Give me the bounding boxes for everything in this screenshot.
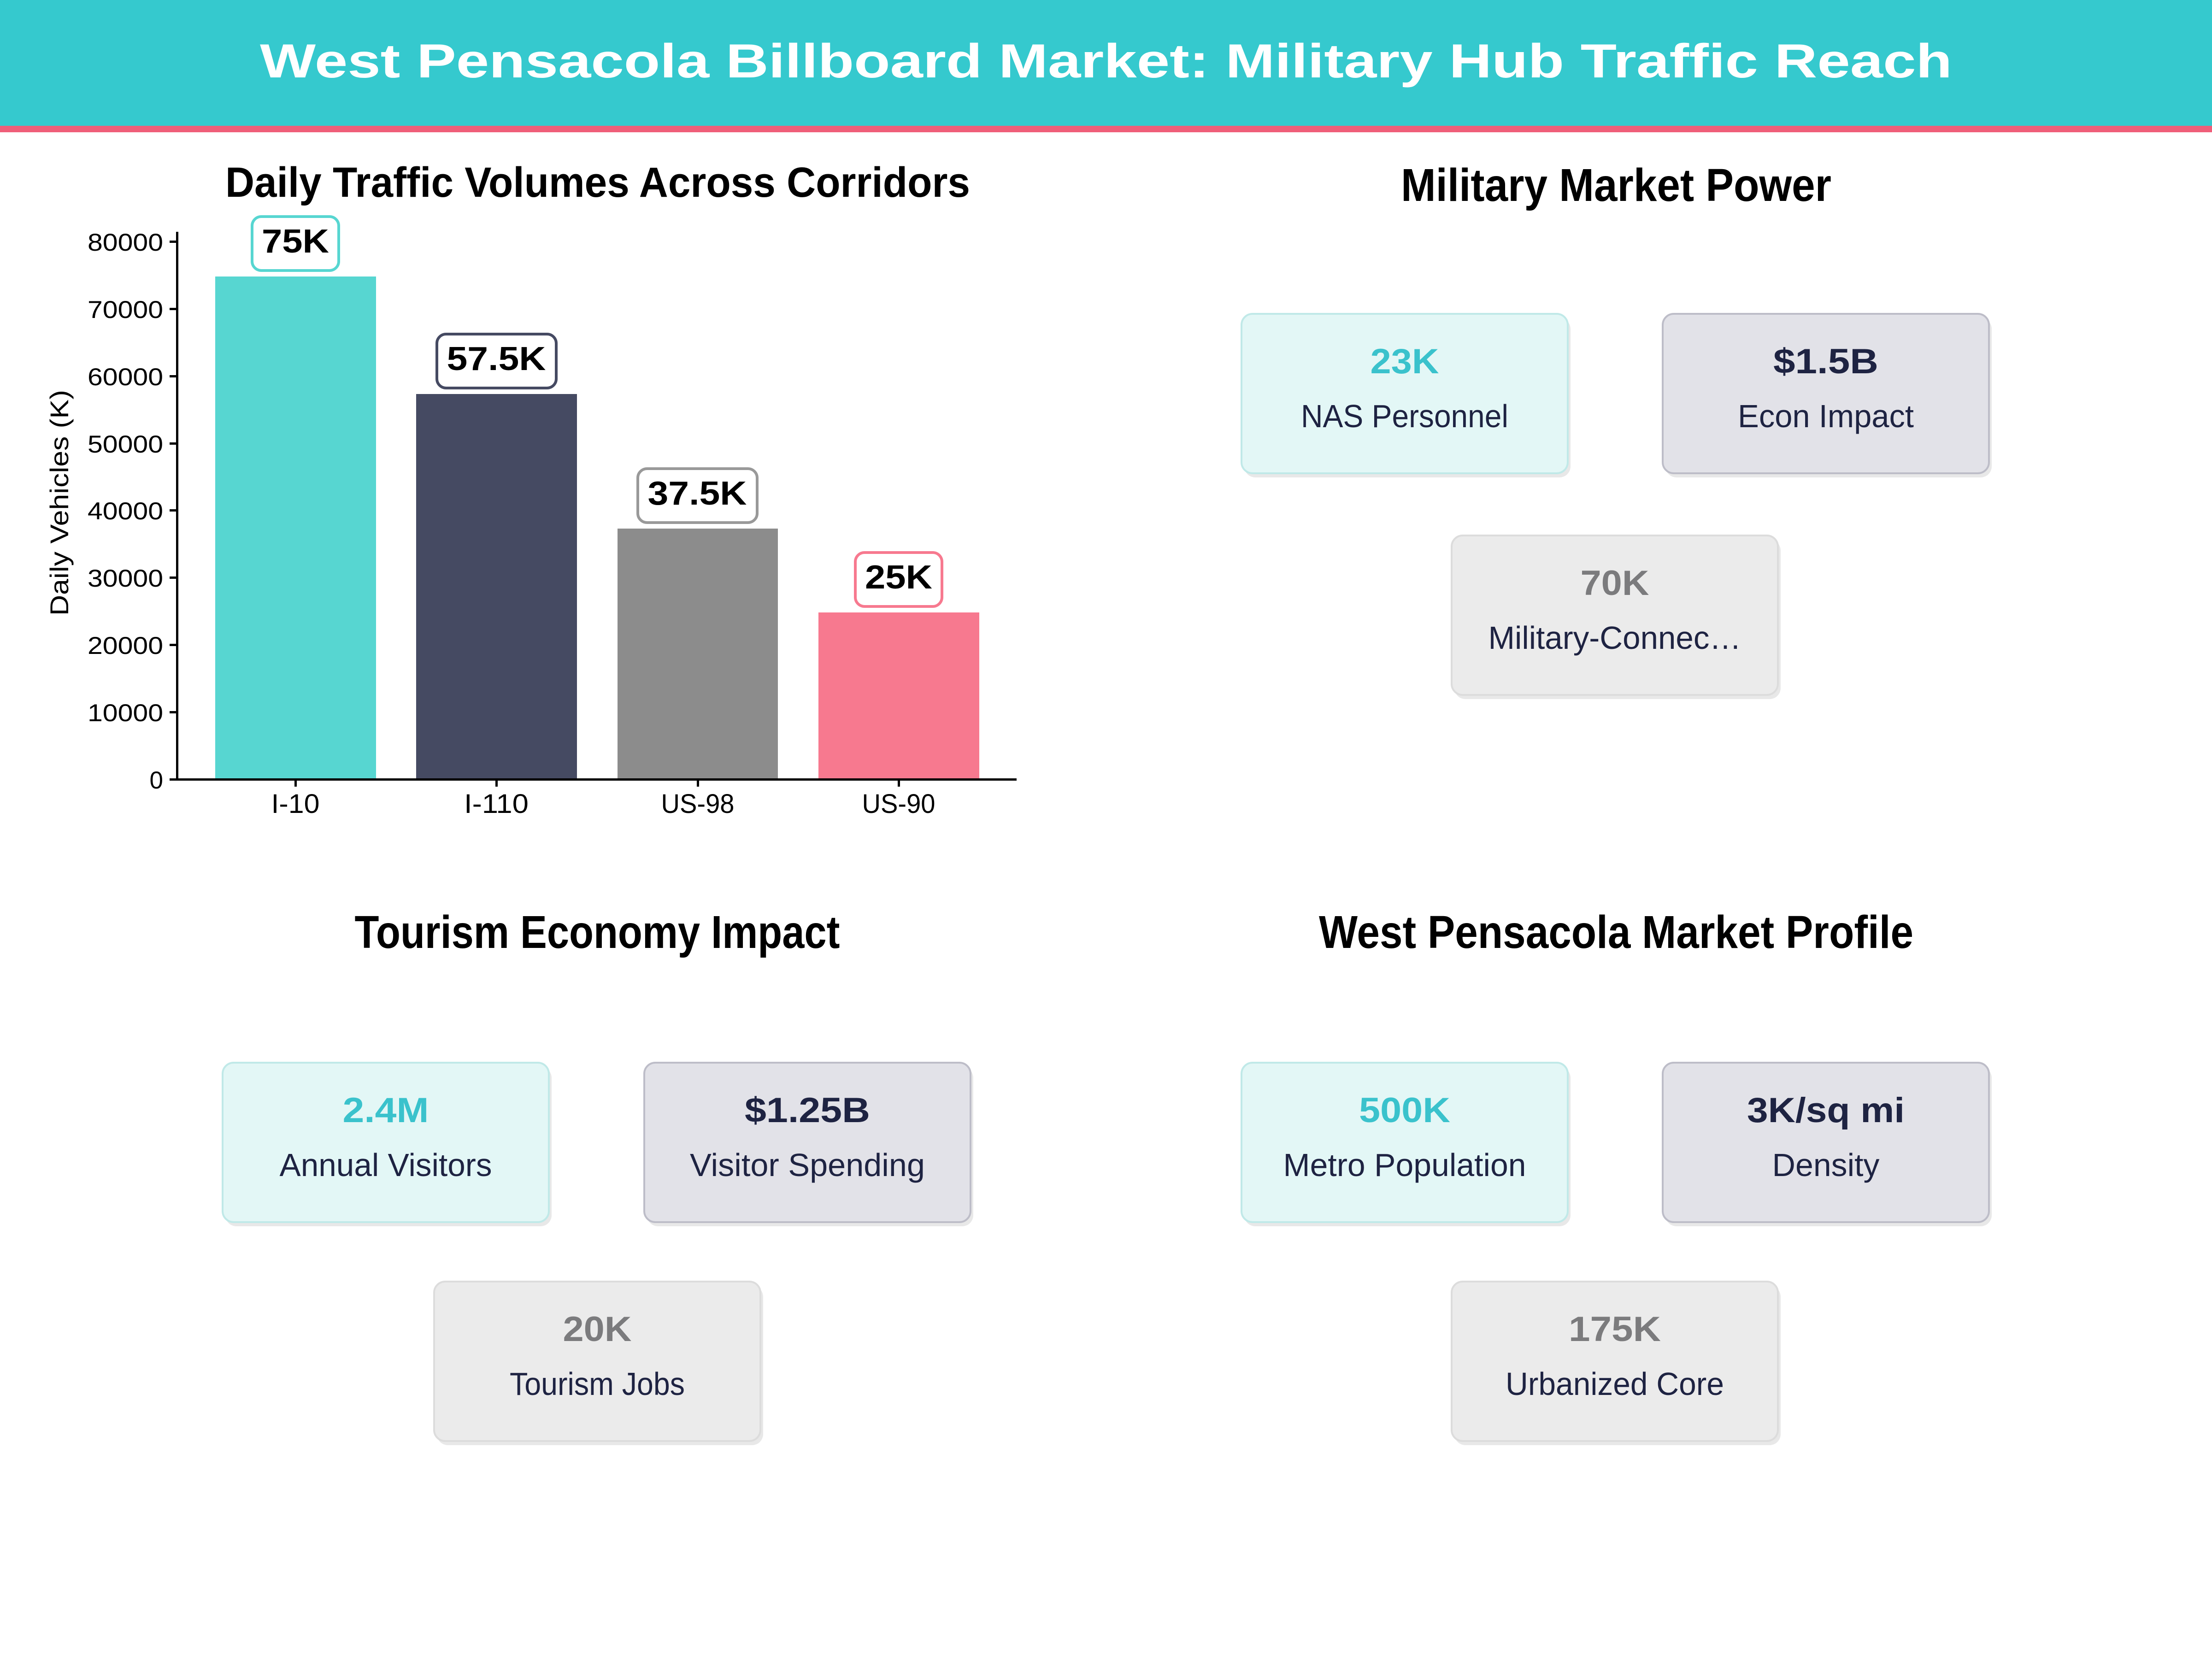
svg-text:0: 0 xyxy=(150,767,163,794)
svg-text:50000: 50000 xyxy=(88,431,163,458)
svg-text:2.4M: 2.4M xyxy=(343,1091,429,1130)
svg-text:Military-Connec…: Military-Connec… xyxy=(1488,620,1741,656)
svg-text:30000: 30000 xyxy=(88,565,163,592)
svg-text:West Pensacola Billboard Marke: West Pensacola Billboard Market: Militar… xyxy=(260,35,1952,88)
svg-text:23K: 23K xyxy=(1371,342,1439,381)
svg-text:West Pensacola Market Profile: West Pensacola Market Profile xyxy=(1319,906,1913,958)
svg-text:500K: 500K xyxy=(1359,1091,1450,1130)
svg-text:175K: 175K xyxy=(1569,1310,1661,1349)
svg-text:$1.5B: $1.5B xyxy=(1773,342,1878,381)
svg-text:70K: 70K xyxy=(1581,564,1649,603)
svg-text:37.5K: 37.5K xyxy=(648,475,747,512)
svg-text:Daily Traffic Volumes Across C: Daily Traffic Volumes Across Corridors xyxy=(225,159,970,206)
svg-text:$1.25B: $1.25B xyxy=(745,1091,870,1130)
svg-text:Metro Population: Metro Population xyxy=(1283,1147,1526,1183)
svg-text:80000: 80000 xyxy=(88,229,163,256)
svg-text:Military Market Power: Military Market Power xyxy=(1401,159,1831,211)
svg-text:70000: 70000 xyxy=(88,296,163,324)
svg-text:Tourism Economy Impact: Tourism Economy Impact xyxy=(355,906,840,958)
svg-text:Daily Vehicles (K): Daily Vehicles (K) xyxy=(45,390,74,616)
svg-text:Visitor Spending: Visitor Spending xyxy=(690,1147,925,1183)
svg-text:40000: 40000 xyxy=(88,498,163,525)
svg-text:75K: 75K xyxy=(262,223,329,260)
svg-text:US-98: US-98 xyxy=(661,789,735,819)
svg-text:Annual Visitors: Annual Visitors xyxy=(280,1147,492,1183)
svg-text:20K: 20K xyxy=(563,1310,632,1349)
svg-text:25K: 25K xyxy=(865,559,932,596)
svg-text:60000: 60000 xyxy=(88,364,163,391)
svg-text:Density: Density xyxy=(1772,1147,1880,1183)
svg-text:I-110: I-110 xyxy=(464,789,529,819)
svg-text:57.5K: 57.5K xyxy=(447,341,546,377)
svg-text:US-90: US-90 xyxy=(862,789,935,819)
svg-text:Econ Impact: Econ Impact xyxy=(1738,398,1914,434)
svg-text:3K/sq mi: 3K/sq mi xyxy=(1747,1091,1905,1130)
svg-text:NAS Personnel: NAS Personnel xyxy=(1301,398,1508,434)
svg-text:Urbanized Core: Urbanized Core xyxy=(1506,1366,1724,1402)
svg-text:10000: 10000 xyxy=(88,700,163,727)
svg-text:20000: 20000 xyxy=(88,632,163,659)
svg-text:Tourism Jobs: Tourism Jobs xyxy=(510,1366,685,1402)
svg-text:I-10: I-10 xyxy=(271,789,320,819)
